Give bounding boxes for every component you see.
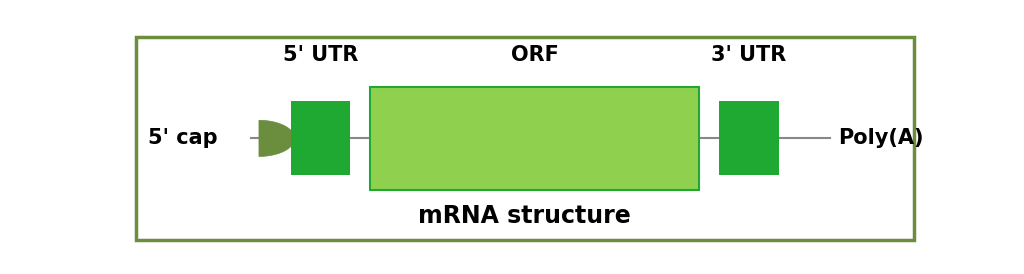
Text: mRNA structure: mRNA structure <box>419 204 631 229</box>
Text: Poly(A): Poly(A) <box>839 129 924 148</box>
Text: 5' cap: 5' cap <box>147 129 217 148</box>
PathPatch shape <box>259 120 295 156</box>
Text: ORF: ORF <box>511 45 559 65</box>
Bar <box>719 101 778 175</box>
Bar <box>370 87 699 190</box>
Bar <box>291 101 350 175</box>
Text: 5' UTR: 5' UTR <box>283 45 358 65</box>
Text: 3' UTR: 3' UTR <box>712 45 786 65</box>
